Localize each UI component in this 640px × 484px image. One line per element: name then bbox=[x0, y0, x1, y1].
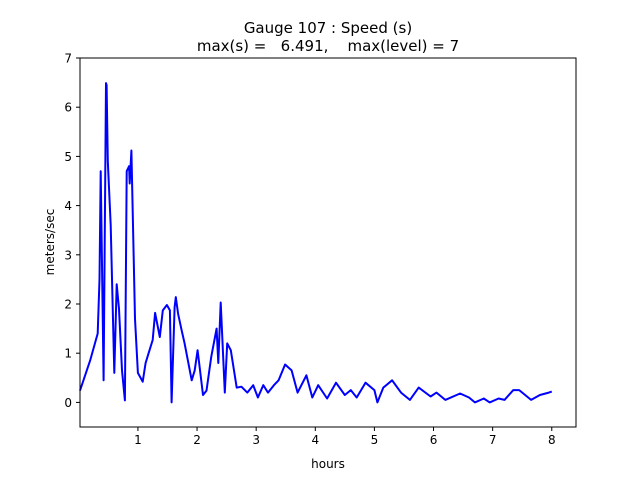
x-tick-label: 3 bbox=[252, 433, 260, 447]
x-tick-label: 2 bbox=[193, 433, 201, 447]
y-tick-label: 1 bbox=[64, 347, 72, 361]
chart-title: Gauge 107 : Speed (s) bbox=[244, 19, 412, 37]
y-axis: 0 1 2 3 4 5 6 7 bbox=[64, 52, 80, 410]
x-tick-label: 7 bbox=[489, 433, 497, 447]
plot-area bbox=[79, 82, 553, 404]
x-axis-label: hours bbox=[311, 457, 345, 471]
y-tick-label: 3 bbox=[64, 248, 72, 262]
chart-subtitle: max(s) = 6.491, max(level) = 7 bbox=[197, 37, 459, 55]
x-tick-label: 4 bbox=[311, 433, 319, 447]
x-axis: 1 2 3 4 5 6 7 8 bbox=[134, 427, 556, 447]
x-tick-label: 5 bbox=[371, 433, 379, 447]
y-tick-label: 6 bbox=[64, 101, 72, 115]
series-line-speed bbox=[79, 82, 553, 404]
x-tick-label: 8 bbox=[548, 433, 556, 447]
x-tick-label: 1 bbox=[134, 433, 142, 447]
y-tick-label: 5 bbox=[64, 150, 72, 164]
y-axis-label: meters/sec bbox=[43, 209, 57, 276]
y-tick-label: 4 bbox=[64, 199, 72, 213]
y-tick-label: 0 bbox=[64, 396, 72, 410]
axes-frame bbox=[79, 57, 577, 428]
y-tick-label: 2 bbox=[64, 298, 72, 312]
y-tick-label: 7 bbox=[64, 52, 72, 66]
x-tick-label: 6 bbox=[430, 433, 438, 447]
